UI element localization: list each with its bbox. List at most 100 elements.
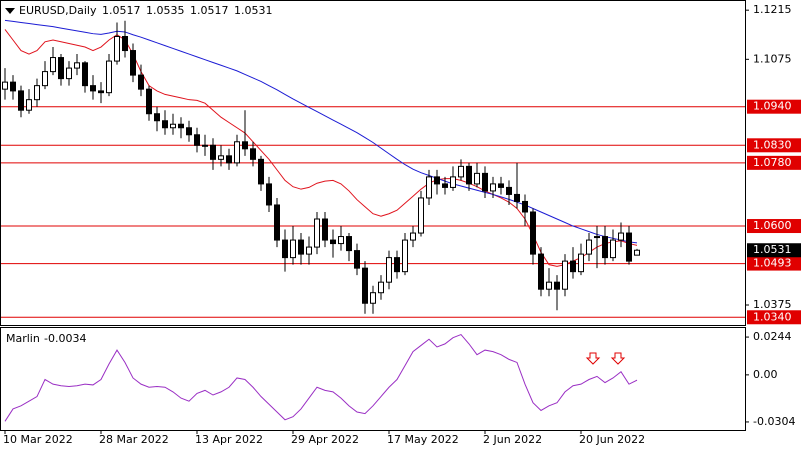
level-label: 1.0830 (753, 138, 792, 151)
candle-body (634, 249, 640, 256)
candle-body (562, 260, 568, 290)
last-low: 1.0517 (190, 4, 229, 17)
candle-body (506, 186, 512, 195)
candle-body (514, 193, 520, 202)
candle-body (466, 165, 472, 185)
candle-body (146, 88, 152, 115)
last-high: 1.0535 (146, 4, 185, 17)
level-label-box (747, 155, 801, 170)
y-tick-label: 1.1075 (753, 52, 792, 65)
candle-body (578, 253, 584, 273)
candle-body (274, 204, 280, 241)
candle-body (498, 183, 504, 188)
level-label: 1.0600 (753, 219, 792, 232)
level-label-box (747, 138, 801, 153)
candle-body (338, 236, 344, 245)
oscillator-line (4, 333, 638, 422)
level-label: 1.0940 (753, 100, 792, 113)
candle-body (410, 232, 416, 241)
x-tick-label: 2 Jun 2022 (483, 433, 542, 446)
candle-body (570, 260, 576, 273)
candle-body (266, 183, 272, 206)
candle-body (362, 267, 368, 304)
candle-body (546, 281, 552, 290)
candle-body (218, 155, 224, 160)
candle-body (594, 236, 600, 239)
candle-body (386, 257, 392, 283)
candle-body (434, 176, 440, 185)
candle-body (626, 232, 632, 262)
candle-body (554, 281, 560, 290)
candle-body (210, 144, 216, 160)
oscillator-title: Marlin (6, 332, 40, 345)
signal-arrow (585, 352, 601, 365)
candle-body (402, 239, 408, 273)
candle-body (618, 232, 624, 241)
candle-body (378, 281, 384, 294)
y-tick-label: 1.0375 (753, 298, 792, 311)
level-label: 1.0493 (753, 257, 792, 270)
symbol-title: EURUSD,Daily (19, 4, 97, 17)
candle-body (418, 197, 424, 234)
candle-body (34, 85, 40, 101)
candle-body (394, 257, 400, 273)
candle-body (226, 155, 232, 164)
oscillator-panel-frame (0, 327, 746, 431)
candle-body (602, 236, 608, 259)
x-tick-label: 20 Jun 2022 (579, 433, 645, 446)
candle-body (482, 172, 488, 192)
candle-body (26, 99, 32, 111)
candle-body (178, 123, 184, 129)
candle-body (442, 183, 448, 188)
candle-body (234, 141, 240, 164)
x-tick-label: 29 Apr 2022 (291, 433, 359, 446)
y-tick-label: 0.0244 (753, 330, 792, 343)
candle-body (242, 141, 248, 150)
candle-body (170, 123, 176, 129)
last-open: 1.0517 (102, 4, 141, 17)
candle-body (314, 218, 320, 248)
candle-body (106, 60, 112, 94)
level-label-box (747, 99, 801, 114)
candle-body (66, 67, 72, 80)
y-tick-label: 1.1215 (753, 3, 792, 16)
candle-body (530, 211, 536, 255)
candle-body (258, 158, 264, 185)
level-label: 1.0780 (753, 156, 792, 169)
candle-body (522, 200, 528, 213)
y-tick-label: 0.00 (753, 368, 778, 381)
candle-body (194, 134, 200, 146)
last-price-box (747, 243, 801, 258)
level-label-box (747, 310, 801, 325)
candle-body (138, 74, 144, 90)
candle-body (474, 172, 480, 185)
candle-body (610, 239, 616, 259)
y-tick-label: -0.0304 (753, 415, 795, 428)
last-close: 1.0531 (234, 4, 273, 17)
candle-body (10, 81, 16, 92)
candle-body (202, 144, 208, 147)
signal-arrow (610, 352, 626, 365)
candle-body (282, 239, 288, 259)
candle-body (82, 62, 88, 87)
candle-body (250, 148, 256, 160)
candle-body (306, 246, 312, 255)
candle-body (18, 90, 24, 111)
level-label-box (747, 219, 801, 234)
candle-body (346, 236, 352, 252)
candle-body (322, 218, 328, 241)
candle-body (130, 50, 136, 76)
candle-body (426, 176, 432, 199)
candle-body (354, 250, 360, 269)
candle-body (50, 57, 56, 73)
candle-body (122, 36, 128, 52)
candle-body (490, 183, 496, 192)
moving-average (4, 19, 638, 244)
candle-body (162, 120, 168, 129)
candle-body (458, 165, 464, 178)
candle-body (114, 36, 120, 62)
candle-body (186, 127, 192, 136)
level-label-box (747, 256, 801, 271)
